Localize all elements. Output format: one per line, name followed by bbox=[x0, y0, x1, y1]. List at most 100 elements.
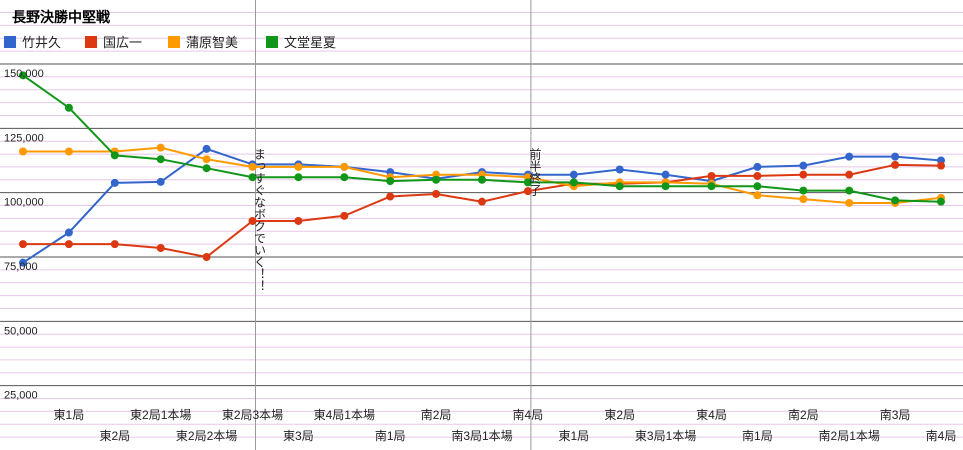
data-point bbox=[661, 182, 670, 191]
data-point bbox=[661, 170, 670, 179]
data-point bbox=[478, 197, 486, 206]
annotation-lines bbox=[255, 0, 532, 450]
y-tick-label: 25,000 bbox=[4, 390, 38, 402]
data-point bbox=[340, 162, 349, 171]
data-point bbox=[799, 195, 808, 204]
legend-item: 竹井久 bbox=[4, 35, 61, 50]
x-tick-label: 南4局 bbox=[926, 428, 957, 443]
data-point bbox=[248, 216, 257, 225]
x-tick-label: 東4局1本場 bbox=[314, 408, 375, 422]
y-axis-ticks: 150,000 125,000 100,000 75,000 50,000 25,000 bbox=[4, 68, 44, 402]
data-point bbox=[432, 175, 441, 184]
data-point bbox=[891, 196, 900, 205]
legend-swatch bbox=[266, 36, 278, 48]
data-point bbox=[799, 186, 808, 195]
x-tick-label: 南4局 bbox=[513, 407, 544, 422]
data-point bbox=[753, 191, 762, 200]
data-point bbox=[845, 170, 854, 179]
data-point bbox=[202, 164, 211, 173]
data-point bbox=[340, 211, 349, 220]
minor-gridlines bbox=[0, 12, 963, 438]
data-point bbox=[478, 175, 486, 184]
legend-swatch bbox=[85, 36, 97, 48]
legend-label: 竹井久 bbox=[22, 35, 61, 50]
data-point bbox=[110, 151, 119, 160]
legend-swatch bbox=[4, 36, 16, 48]
data-point bbox=[156, 243, 165, 252]
y-tick-label: 125,000 bbox=[4, 132, 44, 144]
data-point bbox=[569, 170, 578, 179]
x-tick-label: 南3局 bbox=[880, 407, 911, 422]
x-tick-label: 東2局3本場 bbox=[222, 408, 283, 422]
x-tick-label: 東1局 bbox=[54, 408, 85, 422]
data-point bbox=[891, 160, 900, 169]
data-point bbox=[294, 173, 303, 182]
data-point bbox=[156, 143, 165, 152]
y-tick-label: 100,000 bbox=[4, 197, 44, 209]
legend-label: 文堂星夏 bbox=[284, 35, 336, 50]
data-point bbox=[202, 155, 211, 164]
x-tick-label: 東2局2本場 bbox=[176, 429, 237, 443]
data-point bbox=[845, 186, 854, 195]
data-point bbox=[19, 258, 27, 267]
annotation-label: 前半終了 bbox=[528, 147, 542, 196]
data-point bbox=[707, 182, 716, 191]
data-point bbox=[110, 178, 119, 187]
x-tick-label: 東3局1本場 bbox=[635, 429, 696, 443]
legend-label: 国広一 bbox=[103, 35, 142, 50]
data-point bbox=[569, 178, 578, 187]
y-tick-label: 75,000 bbox=[4, 261, 38, 273]
data-point bbox=[64, 103, 73, 112]
legend: 竹井久 国広一 蒲原智美 文堂星夏 bbox=[4, 35, 336, 50]
x-tick-label: 東3局 bbox=[283, 429, 314, 443]
data-point bbox=[707, 171, 716, 180]
data-point bbox=[294, 162, 303, 171]
data-point bbox=[294, 216, 303, 225]
data-point bbox=[937, 197, 945, 206]
data-point bbox=[753, 182, 762, 191]
data-point bbox=[19, 147, 27, 156]
chart-title: 長野決勝中堅戦 bbox=[12, 9, 111, 25]
x-tick-label: 南2局 bbox=[421, 407, 452, 422]
data-point bbox=[937, 161, 945, 170]
y-tick-label: 150,000 bbox=[4, 68, 44, 80]
data-point bbox=[845, 198, 854, 207]
data-point bbox=[799, 161, 808, 170]
data-point bbox=[753, 171, 762, 180]
data-point bbox=[202, 253, 211, 261]
data-point bbox=[386, 192, 395, 201]
data-point bbox=[19, 240, 27, 249]
x-tick-label: 南2局 bbox=[788, 407, 819, 422]
data-point bbox=[386, 177, 395, 186]
y-tick-label: 50,000 bbox=[4, 325, 38, 337]
annotation-label: まっすぐなボクでいく！！ bbox=[253, 148, 267, 292]
data-point bbox=[523, 187, 532, 196]
x-tick-label: 南1局 bbox=[375, 428, 406, 443]
x-tick-label: 南2局1本場 bbox=[819, 428, 880, 443]
series-文堂星夏 bbox=[19, 71, 945, 206]
data-point bbox=[523, 178, 532, 187]
legend-swatch bbox=[168, 36, 180, 48]
data-point bbox=[110, 240, 119, 249]
data-point bbox=[64, 147, 73, 156]
data-point bbox=[156, 177, 165, 186]
data-point bbox=[615, 165, 624, 174]
legend-label: 蒲原智美 bbox=[186, 35, 238, 50]
x-tick-label: 東4局 bbox=[696, 408, 727, 422]
data-point bbox=[248, 162, 257, 171]
data-point bbox=[156, 155, 165, 164]
data-point bbox=[248, 173, 257, 182]
data-point bbox=[340, 173, 349, 182]
data-point bbox=[64, 240, 73, 249]
x-tick-label: 南3局1本場 bbox=[451, 428, 512, 443]
x-axis-ticks: 東1局東2局東2局1本場東2局2本場東2局3本場東3局東4局1本場南1局南2局南… bbox=[54, 407, 957, 443]
x-tick-label: 南1局 bbox=[742, 428, 773, 443]
data-point bbox=[891, 152, 900, 161]
legend-item: 文堂星夏 bbox=[266, 35, 336, 50]
data-point bbox=[845, 152, 854, 161]
x-tick-label: 東1局 bbox=[558, 429, 589, 443]
annotation-labels: まっすぐなボクでいく！！ 前半終了 bbox=[253, 147, 542, 292]
series-layer bbox=[19, 71, 945, 267]
